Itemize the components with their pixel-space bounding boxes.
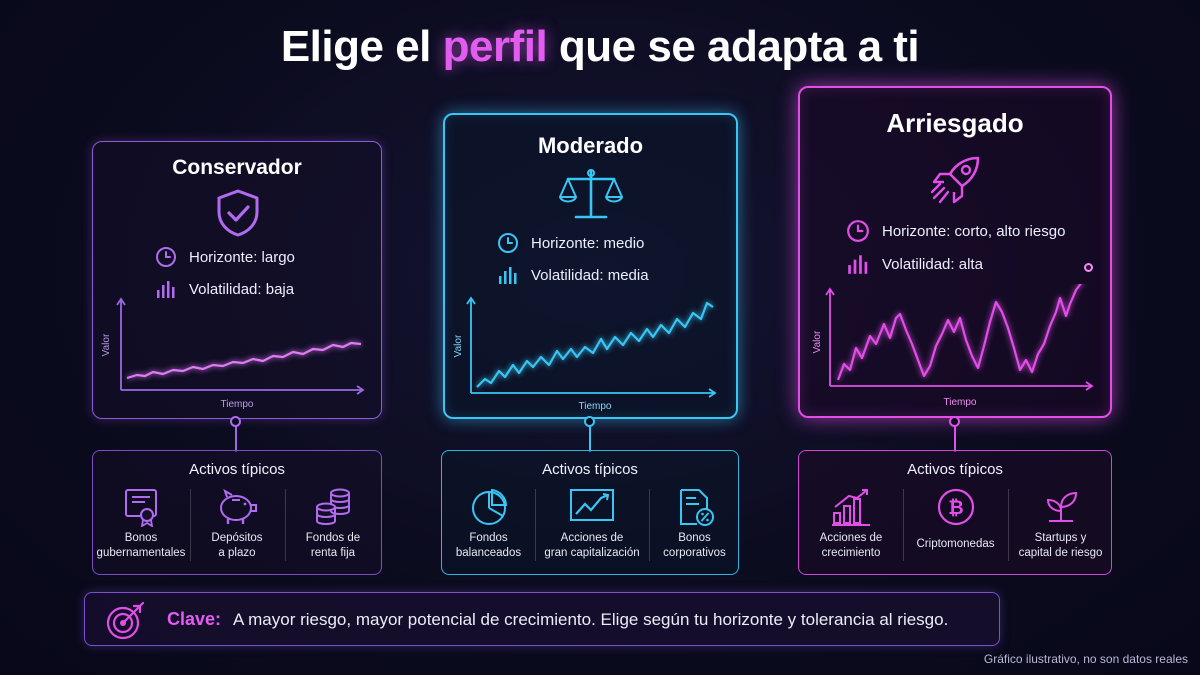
clock-icon bbox=[156, 247, 176, 267]
key-label: Clave: bbox=[167, 609, 222, 629]
value-chart: Valor Tiempo bbox=[453, 296, 717, 412]
asset-item: Bonos corporativos bbox=[649, 487, 740, 567]
growth-bars-icon bbox=[832, 489, 870, 526]
balance-scale-icon bbox=[559, 169, 623, 219]
y-axis-label: Valor bbox=[453, 334, 464, 357]
connector-line bbox=[954, 420, 956, 452]
y-axis-label: Valor bbox=[101, 333, 112, 356]
volatility-label: Volatilidad: media bbox=[531, 266, 649, 284]
assets-panel-arriesgado: Activos típicos Acciones de crecimiento … bbox=[798, 450, 1112, 575]
horizon-label: Horizonte: medio bbox=[531, 234, 645, 252]
percent-document-icon bbox=[679, 489, 714, 526]
volatility-bars-icon bbox=[157, 281, 175, 298]
asset-item: Fondos de renta fija bbox=[285, 487, 381, 567]
volatility-label: Volatilidad: alta bbox=[882, 255, 983, 273]
page-title: Elige el perfil que se adapta a ti bbox=[280, 22, 920, 71]
x-axis-label: Tiempo bbox=[221, 399, 254, 410]
connector-dot bbox=[949, 416, 960, 427]
asset-item: Fondos balanceados bbox=[442, 487, 535, 567]
assets-panel-moderado: Activos típicos Fondos balanceados Accio… bbox=[441, 450, 739, 575]
bitcoin-icon: ₿ bbox=[937, 488, 974, 526]
volatility-bars-icon bbox=[499, 267, 517, 284]
assets-panel-conservador: Activos típicos Bonos gubernamentales De… bbox=[92, 450, 382, 575]
horizon-label: Horizonte: largo bbox=[189, 248, 295, 266]
profile-card-arriesgado[interactable]: Arriesgado Horizonte: corto, alto riesgo… bbox=[798, 86, 1112, 418]
piggy-bank-icon bbox=[219, 488, 257, 524]
target-icon bbox=[106, 601, 145, 640]
svg-text:₿: ₿ bbox=[948, 497, 963, 519]
chart-end-marker bbox=[1084, 263, 1093, 272]
trend-line bbox=[836, 284, 1082, 381]
shield-check-icon bbox=[217, 189, 259, 237]
x-axis-label: Tiempo bbox=[944, 397, 977, 408]
connector-line bbox=[589, 420, 591, 452]
clock-icon bbox=[847, 220, 869, 242]
asset-item: Bonos gubernamentales bbox=[93, 487, 189, 567]
assets-title: Activos típicos bbox=[189, 461, 285, 478]
volatility-bars-icon bbox=[848, 255, 868, 274]
profile-title: Moderado bbox=[537, 133, 644, 158]
connector-dot bbox=[230, 416, 241, 427]
trend-line bbox=[476, 301, 714, 388]
trend-chart-icon bbox=[570, 489, 614, 521]
rocket-icon bbox=[930, 156, 980, 204]
sprout-icon bbox=[1046, 491, 1077, 522]
value-chart: Valor Tiempo bbox=[101, 297, 365, 410]
horizon-label: Horizonte: corto, alto riesgo bbox=[882, 222, 1066, 240]
footnote: Gráfico ilustrativo, no son datos reales bbox=[983, 652, 1188, 666]
asset-item: Acciones de gran capitalización bbox=[535, 487, 649, 567]
asset-item: ₿ Criptomonedas bbox=[903, 487, 1008, 567]
connector-dot bbox=[584, 416, 595, 427]
asset-item: Depósitos a plazo bbox=[189, 487, 285, 567]
profile-card-moderado[interactable]: Moderado Horizonte: medio Volatilidad: m… bbox=[443, 113, 738, 419]
key-banner: Clave: A mayor riesgo, mayor potencial d… bbox=[84, 592, 1000, 646]
x-axis-label: Tiempo bbox=[579, 401, 612, 412]
asset-item: Acciones de crecimiento bbox=[799, 487, 903, 567]
profile-title: Conservador bbox=[172, 156, 302, 179]
key-text: A mayor riesgo, mayor potencial de creci… bbox=[233, 610, 949, 629]
trend-line bbox=[126, 341, 362, 380]
title-highlight: perfil bbox=[442, 22, 548, 71]
volatility-label: Volatilidad: baja bbox=[189, 280, 295, 298]
profile-card-conservador[interactable]: Conservador Horizonte: largo Volatilidad… bbox=[92, 141, 382, 419]
pie-chart-icon bbox=[471, 488, 507, 525]
value-chart: Valor Tiempo bbox=[812, 284, 1094, 408]
assets-title: Activos típicos bbox=[542, 461, 638, 478]
connector-line bbox=[235, 420, 237, 452]
assets-title: Activos típicos bbox=[907, 461, 1003, 478]
coin-stack-icon bbox=[315, 488, 350, 525]
clock-icon bbox=[498, 233, 518, 253]
y-axis-label: Valor bbox=[812, 330, 823, 353]
certificate-icon bbox=[124, 489, 157, 527]
asset-item: Startups y capital de riesgo bbox=[1008, 487, 1113, 567]
profile-title: Arriesgado bbox=[886, 108, 1024, 138]
